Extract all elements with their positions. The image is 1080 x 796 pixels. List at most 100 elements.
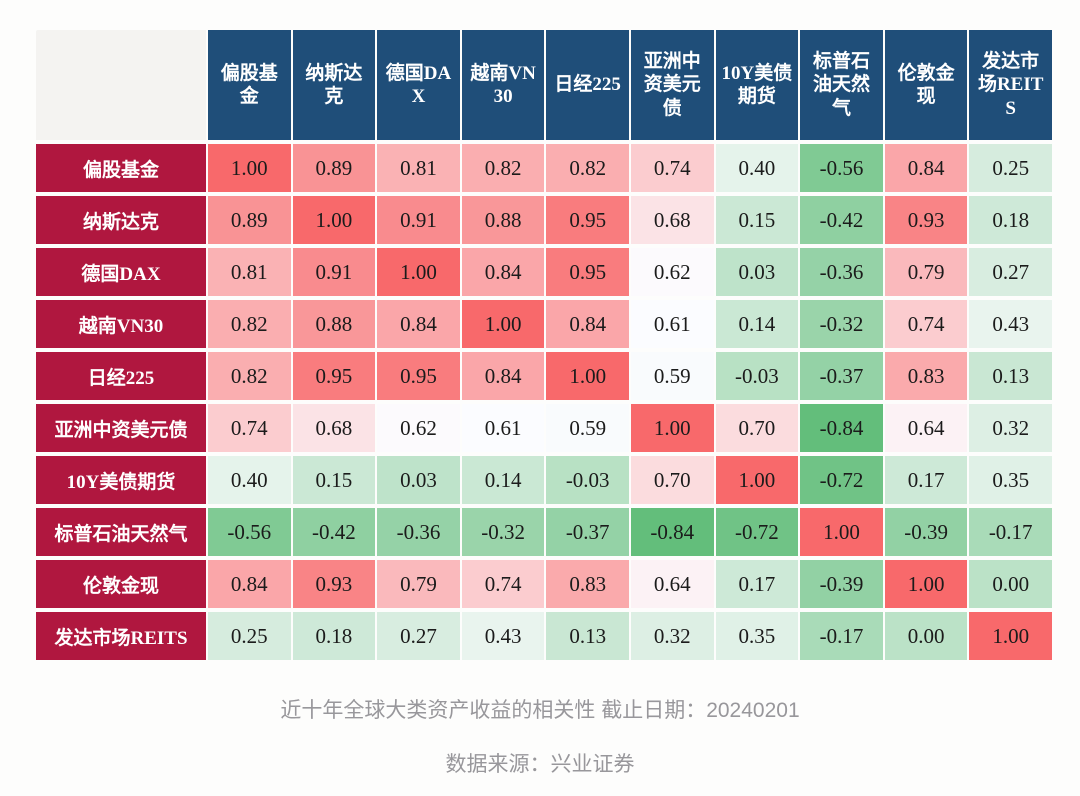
- column-header: 越南VN30: [461, 30, 545, 140]
- matrix-cell: 0.82: [461, 144, 545, 192]
- matrix-cell: 0.62: [630, 248, 714, 296]
- row-header: 标普石油天然气: [36, 508, 206, 556]
- column-header: 亚洲中资美元债: [630, 30, 714, 140]
- matrix-cell: 0.89: [208, 196, 291, 244]
- matrix-cell: -0.72: [715, 508, 799, 556]
- matrix-cell: -0.42: [292, 508, 376, 556]
- matrix-cell: 0.74: [461, 560, 545, 608]
- matrix-cell: 0.59: [546, 404, 629, 452]
- matrix-cell: 0.59: [630, 352, 714, 400]
- matrix-cell: 0.15: [292, 456, 376, 504]
- matrix-cell: 1.00: [377, 248, 460, 296]
- matrix-cell: 0.61: [630, 300, 714, 348]
- row-header: 越南VN30: [36, 300, 206, 348]
- row-header: 日经225: [36, 352, 206, 400]
- matrix-cell: -0.36: [800, 248, 883, 296]
- matrix-cell: 0.95: [546, 248, 629, 296]
- data-source: 数据来源：兴业证券: [445, 753, 635, 776]
- matrix-cell: 0.13: [969, 352, 1052, 400]
- row-header: 亚洲中资美元债: [36, 404, 206, 452]
- matrix-cell: 0.83: [884, 352, 968, 400]
- matrix-cell: 0.03: [715, 248, 799, 296]
- matrix-cell: 0.32: [630, 612, 714, 660]
- matrix-cell: 0.95: [377, 352, 460, 400]
- matrix-cell: -0.32: [800, 300, 883, 348]
- matrix-cell: 0.43: [969, 300, 1052, 348]
- matrix-cell: 0.70: [630, 456, 714, 504]
- matrix-cell: 0.83: [546, 560, 629, 608]
- column-header: 德国DAX: [377, 30, 460, 140]
- matrix-cell: 1.00: [208, 144, 291, 192]
- matrix-cell: 0.84: [377, 300, 460, 348]
- matrix-cell: 0.64: [630, 560, 714, 608]
- matrix-cell: 0.82: [208, 352, 291, 400]
- matrix-cell: 0.79: [884, 248, 968, 296]
- matrix-cell: 0.32: [969, 404, 1052, 452]
- row-header: 发达市场REITS: [36, 612, 206, 660]
- matrix-cell: 0.14: [715, 300, 799, 348]
- matrix-cell: 1.00: [630, 404, 714, 452]
- matrix-cell: 0.43: [461, 612, 545, 660]
- matrix-cell: 0.82: [208, 300, 291, 348]
- matrix-cell: 0.18: [969, 196, 1052, 244]
- row-header: 10Y美债期货: [36, 456, 206, 504]
- matrix-cell: 0.17: [884, 456, 968, 504]
- matrix-cell: 0.68: [630, 196, 714, 244]
- matrix-cell: 0.13: [546, 612, 629, 660]
- matrix-cell: 0.64: [884, 404, 968, 452]
- figure-caption: 近十年全球大类资产收益的相关性 截止日期：20240201: [280, 699, 800, 722]
- matrix-cell: 0.61: [461, 404, 545, 452]
- matrix-cell: 0.74: [208, 404, 291, 452]
- matrix-cell: 1.00: [546, 352, 629, 400]
- matrix-cell: 0.00: [884, 612, 968, 660]
- matrix-cell: 0.88: [292, 300, 376, 348]
- column-header: 日经225: [546, 30, 629, 140]
- matrix-cell: 0.84: [208, 560, 291, 608]
- matrix-cell: 1.00: [800, 508, 883, 556]
- matrix-cell: 0.70: [715, 404, 799, 452]
- matrix-cell: 1.00: [969, 612, 1052, 660]
- matrix-cell: 0.84: [546, 300, 629, 348]
- matrix-cell: -0.36: [377, 508, 460, 556]
- matrix-cell: -0.37: [800, 352, 883, 400]
- matrix-cell: 0.93: [292, 560, 376, 608]
- matrix-cell: 0.74: [884, 300, 968, 348]
- matrix-cell: 0.27: [969, 248, 1052, 296]
- matrix-cell: 0.79: [377, 560, 460, 608]
- matrix-cell: -0.03: [546, 456, 629, 504]
- row-header: 德国DAX: [36, 248, 206, 296]
- column-header: 纳斯达克: [292, 30, 376, 140]
- matrix-cell: 0.25: [208, 612, 291, 660]
- matrix-cell: 0.95: [292, 352, 376, 400]
- matrix-cell: -0.37: [546, 508, 629, 556]
- matrix-cell: 0.81: [377, 144, 460, 192]
- matrix-cell: -0.03: [715, 352, 799, 400]
- matrix-cell: -0.17: [969, 508, 1052, 556]
- matrix-cell: -0.17: [800, 612, 883, 660]
- row-header: 伦敦金现: [36, 560, 206, 608]
- matrix-cell: 0.74: [630, 144, 714, 192]
- matrix-cell: 0.40: [715, 144, 799, 192]
- column-header: 伦敦金现: [884, 30, 968, 140]
- matrix-cell: -0.42: [800, 196, 883, 244]
- column-header: 10Y美债期货: [715, 30, 799, 140]
- matrix-cell: 0.84: [461, 352, 545, 400]
- matrix-cell: 0.82: [546, 144, 629, 192]
- matrix-cell: 1.00: [461, 300, 545, 348]
- matrix-cell: 0.17: [715, 560, 799, 608]
- correlation-matrix: 偏股基金 纳斯达克 德国DAX 越南VN30 日经225 亚洲中资美元债 10Y美债期货 标普…: [36, 30, 1052, 660]
- matrix-cell: 0.91: [377, 196, 460, 244]
- matrix-cell: -0.72: [800, 456, 883, 504]
- matrix-cell: 0.88: [461, 196, 545, 244]
- matrix-cell: -0.39: [884, 508, 968, 556]
- matrix-cell: 0.18: [292, 612, 376, 660]
- column-header: 标普石油天然气: [800, 30, 883, 140]
- matrix-cell: 0.15: [715, 196, 799, 244]
- matrix-cell: -0.84: [800, 404, 883, 452]
- matrix-cell: 0.14: [461, 456, 545, 504]
- matrix-cell: 0.68: [292, 404, 376, 452]
- matrix-cell: 0.95: [546, 196, 629, 244]
- matrix-cell: 0.40: [208, 456, 291, 504]
- matrix-cell: -0.84: [630, 508, 714, 556]
